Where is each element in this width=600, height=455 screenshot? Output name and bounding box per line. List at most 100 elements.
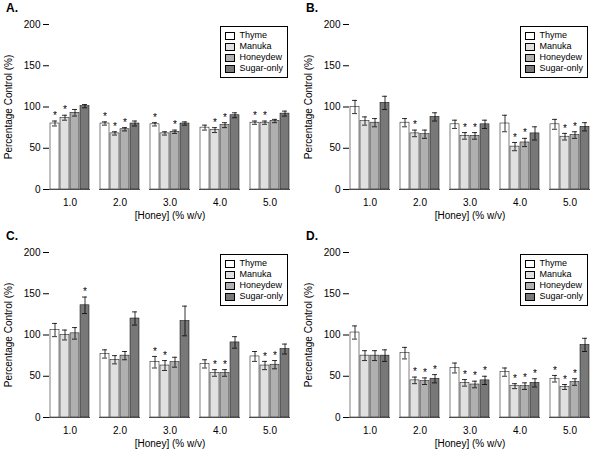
svg-text:50: 50 <box>29 370 41 381</box>
svg-text:*: * <box>483 365 487 376</box>
svg-text:200: 200 <box>24 19 41 30</box>
svg-text:2.0: 2.0 <box>413 425 427 436</box>
svg-text:Percentage Control (%): Percentage Control (%) <box>303 55 314 160</box>
svg-text:*: * <box>413 366 417 377</box>
svg-text:Percentage Control (%): Percentage Control (%) <box>3 55 14 160</box>
svg-text:[Honey] (% w/v): [Honey] (% w/v) <box>135 438 206 449</box>
svg-text:150: 150 <box>24 60 41 71</box>
svg-text:200: 200 <box>324 247 341 258</box>
svg-text:*: * <box>103 111 107 122</box>
svg-text:4.0: 4.0 <box>513 197 527 208</box>
svg-text:*: * <box>163 350 167 361</box>
svg-text:50: 50 <box>329 370 341 381</box>
svg-text:150: 150 <box>324 60 341 71</box>
html-text:Thyme: Thyme <box>239 30 267 40</box>
svg-text:*: * <box>53 110 57 121</box>
html-text:Thyme: Thyme <box>239 258 267 268</box>
svg-text:*: * <box>573 121 577 132</box>
html-text:Sugar-only: Sugar-only <box>539 63 583 73</box>
html-text:Honeydew: Honeydew <box>539 52 582 62</box>
svg-text:100: 100 <box>24 101 41 112</box>
svg-text:*: * <box>263 351 267 362</box>
svg-text:50: 50 <box>329 142 341 153</box>
svg-text:2.0: 2.0 <box>113 425 127 436</box>
svg-text:*: * <box>433 364 437 375</box>
svg-text:0: 0 <box>35 412 41 423</box>
svg-text:*: * <box>223 359 227 370</box>
svg-text:*: * <box>573 368 577 379</box>
svg-text:*: * <box>213 359 217 370</box>
svg-text:*: * <box>113 121 117 132</box>
svg-text:150: 150 <box>24 288 41 299</box>
svg-text:*: * <box>153 112 157 123</box>
svg-text:[Honey] (% w/v): [Honey] (% w/v) <box>435 210 506 221</box>
html-text:Thyme: Thyme <box>539 30 567 40</box>
svg-text:3.0: 3.0 <box>463 197 477 208</box>
svg-text:*: * <box>413 119 417 130</box>
svg-text:*: * <box>83 286 87 297</box>
svg-text:[Honey] (% w/v): [Honey] (% w/v) <box>135 210 206 221</box>
html-text:Honeydew: Honeydew <box>239 52 282 62</box>
svg-text:*: * <box>513 132 517 143</box>
svg-text:*: * <box>513 373 517 384</box>
svg-text:*: * <box>153 346 157 357</box>
svg-text:*: * <box>463 369 467 380</box>
svg-text:4.0: 4.0 <box>513 425 527 436</box>
svg-text:4.0: 4.0 <box>213 197 227 208</box>
svg-text:*: * <box>423 367 427 378</box>
html-text:D.: D. <box>306 229 318 243</box>
svg-text:100: 100 <box>24 329 41 340</box>
svg-text:*: * <box>473 122 477 133</box>
svg-text:1.0: 1.0 <box>63 197 77 208</box>
svg-text:1.0: 1.0 <box>363 425 377 436</box>
html-text:C.: C. <box>6 229 18 243</box>
svg-text:*: * <box>213 117 217 128</box>
html-text:Honeydew: Honeydew <box>239 280 282 290</box>
svg-text:*: * <box>273 350 277 361</box>
svg-text:*: * <box>563 123 567 134</box>
html-text:B.: B. <box>306 1 318 15</box>
html-text:Manuka: Manuka <box>239 269 272 279</box>
svg-text:150: 150 <box>324 288 341 299</box>
svg-text:Percentage Control (%): Percentage Control (%) <box>303 283 314 388</box>
svg-text:0: 0 <box>335 412 341 423</box>
svg-text:3.0: 3.0 <box>163 425 177 436</box>
svg-text:5.0: 5.0 <box>563 425 577 436</box>
svg-text:3.0: 3.0 <box>463 425 477 436</box>
svg-text:3.0: 3.0 <box>163 197 177 208</box>
svg-text:200: 200 <box>324 19 341 30</box>
html-text:A.: A. <box>6 1 18 15</box>
svg-text:*: * <box>553 365 557 376</box>
svg-text:5.0: 5.0 <box>563 197 577 208</box>
svg-text:0: 0 <box>35 184 41 195</box>
svg-text:*: * <box>463 122 467 133</box>
svg-text:*: * <box>263 110 267 121</box>
html-text:Manuka: Manuka <box>539 41 572 51</box>
svg-text:1.0: 1.0 <box>63 425 77 436</box>
svg-text:Percentage Control (%): Percentage Control (%) <box>3 283 14 388</box>
svg-text:*: * <box>563 374 567 385</box>
svg-text:*: * <box>473 370 477 381</box>
svg-text:*: * <box>123 117 127 128</box>
svg-text:100: 100 <box>324 329 341 340</box>
svg-text:*: * <box>223 112 227 123</box>
svg-text:*: * <box>173 119 177 130</box>
html-text:Manuka: Manuka <box>239 41 272 51</box>
svg-text:50: 50 <box>29 142 41 153</box>
svg-text:2.0: 2.0 <box>113 197 127 208</box>
svg-text:5.0: 5.0 <box>263 425 277 436</box>
svg-text:*: * <box>523 372 527 383</box>
svg-text:4.0: 4.0 <box>213 425 227 436</box>
svg-text:0: 0 <box>335 184 341 195</box>
html-text:Sugar-only: Sugar-only <box>239 63 283 73</box>
svg-text:2.0: 2.0 <box>413 197 427 208</box>
svg-text:5.0: 5.0 <box>263 197 277 208</box>
svg-text:*: * <box>523 127 527 138</box>
svg-text:200: 200 <box>24 247 41 258</box>
svg-text:[Honey] (% w/v): [Honey] (% w/v) <box>435 438 506 449</box>
svg-text:*: * <box>253 110 257 121</box>
svg-text:*: * <box>63 104 67 115</box>
svg-text:1.0: 1.0 <box>363 197 377 208</box>
svg-text:100: 100 <box>324 101 341 112</box>
svg-text:*: * <box>533 368 537 379</box>
